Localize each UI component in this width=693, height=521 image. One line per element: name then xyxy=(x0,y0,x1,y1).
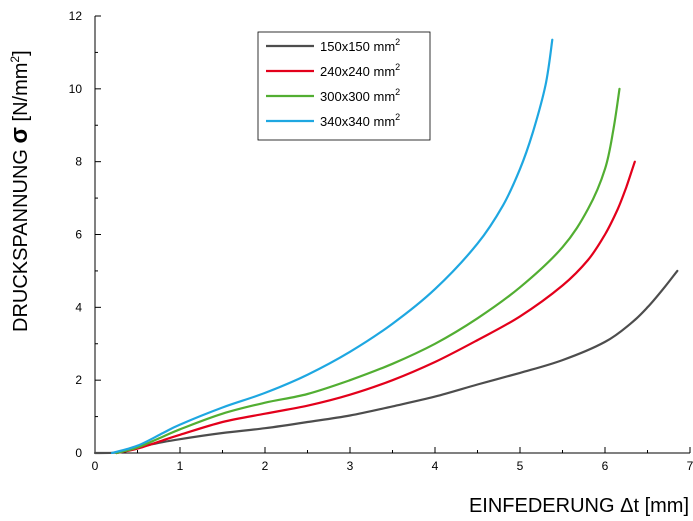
y-axis-title-unit: [N/mm xyxy=(10,63,32,127)
x-tick-label: 0 xyxy=(92,459,99,473)
series-lines xyxy=(93,38,679,455)
y-tick-label: 2 xyxy=(75,373,82,387)
x-tick-label: 6 xyxy=(602,459,609,473)
legend-label: 300x300 mm2 xyxy=(320,87,400,104)
y-axis-title-unit-close: ] xyxy=(10,50,32,56)
x-axis-title: EINFEDERUNG Δt [mm] xyxy=(469,495,689,517)
y-tick-label: 12 xyxy=(69,9,83,23)
y-axis-title: DRUCKSPANNUNG σ [N/mm2] xyxy=(6,50,33,332)
series-line-4 xyxy=(110,38,554,455)
series-line-3 xyxy=(115,87,621,455)
x-tick-label: 5 xyxy=(517,459,524,473)
x-tick-label: 4 xyxy=(432,459,439,473)
y-tick-label: 0 xyxy=(75,446,82,460)
legend-label: 150x150 mm2 xyxy=(320,37,400,54)
y-axis-title-sigma: σ xyxy=(6,127,33,143)
y-tick-label: 8 xyxy=(75,155,82,169)
legend-box xyxy=(257,31,431,141)
y-axis-title-main: DRUCKSPANNUNG xyxy=(10,143,32,332)
legend-label: 240x240 mm2 xyxy=(320,62,400,79)
legend-label: 340x340 mm2 xyxy=(320,112,400,129)
series-line-2 xyxy=(115,160,636,455)
y-tick-label: 6 xyxy=(75,228,82,242)
legend: 150x150 mm2 240x240 mm2 300x300 mm2 340x340… xyxy=(257,31,431,141)
y-tick-label: 10 xyxy=(69,82,83,96)
x-tick-label: 7 xyxy=(687,459,693,473)
y-tick-label: 4 xyxy=(75,300,82,314)
series-line-1 xyxy=(93,269,679,455)
x-tick-label: 3 xyxy=(347,459,354,473)
legend-items: 150x150 mm2 240x240 mm2 300x300 mm2 340x340… xyxy=(266,37,400,129)
x-tick-label: 2 xyxy=(262,459,269,473)
x-tick-label: 1 xyxy=(177,459,184,473)
y-axis-title-unit-sup: 2 xyxy=(8,56,22,63)
